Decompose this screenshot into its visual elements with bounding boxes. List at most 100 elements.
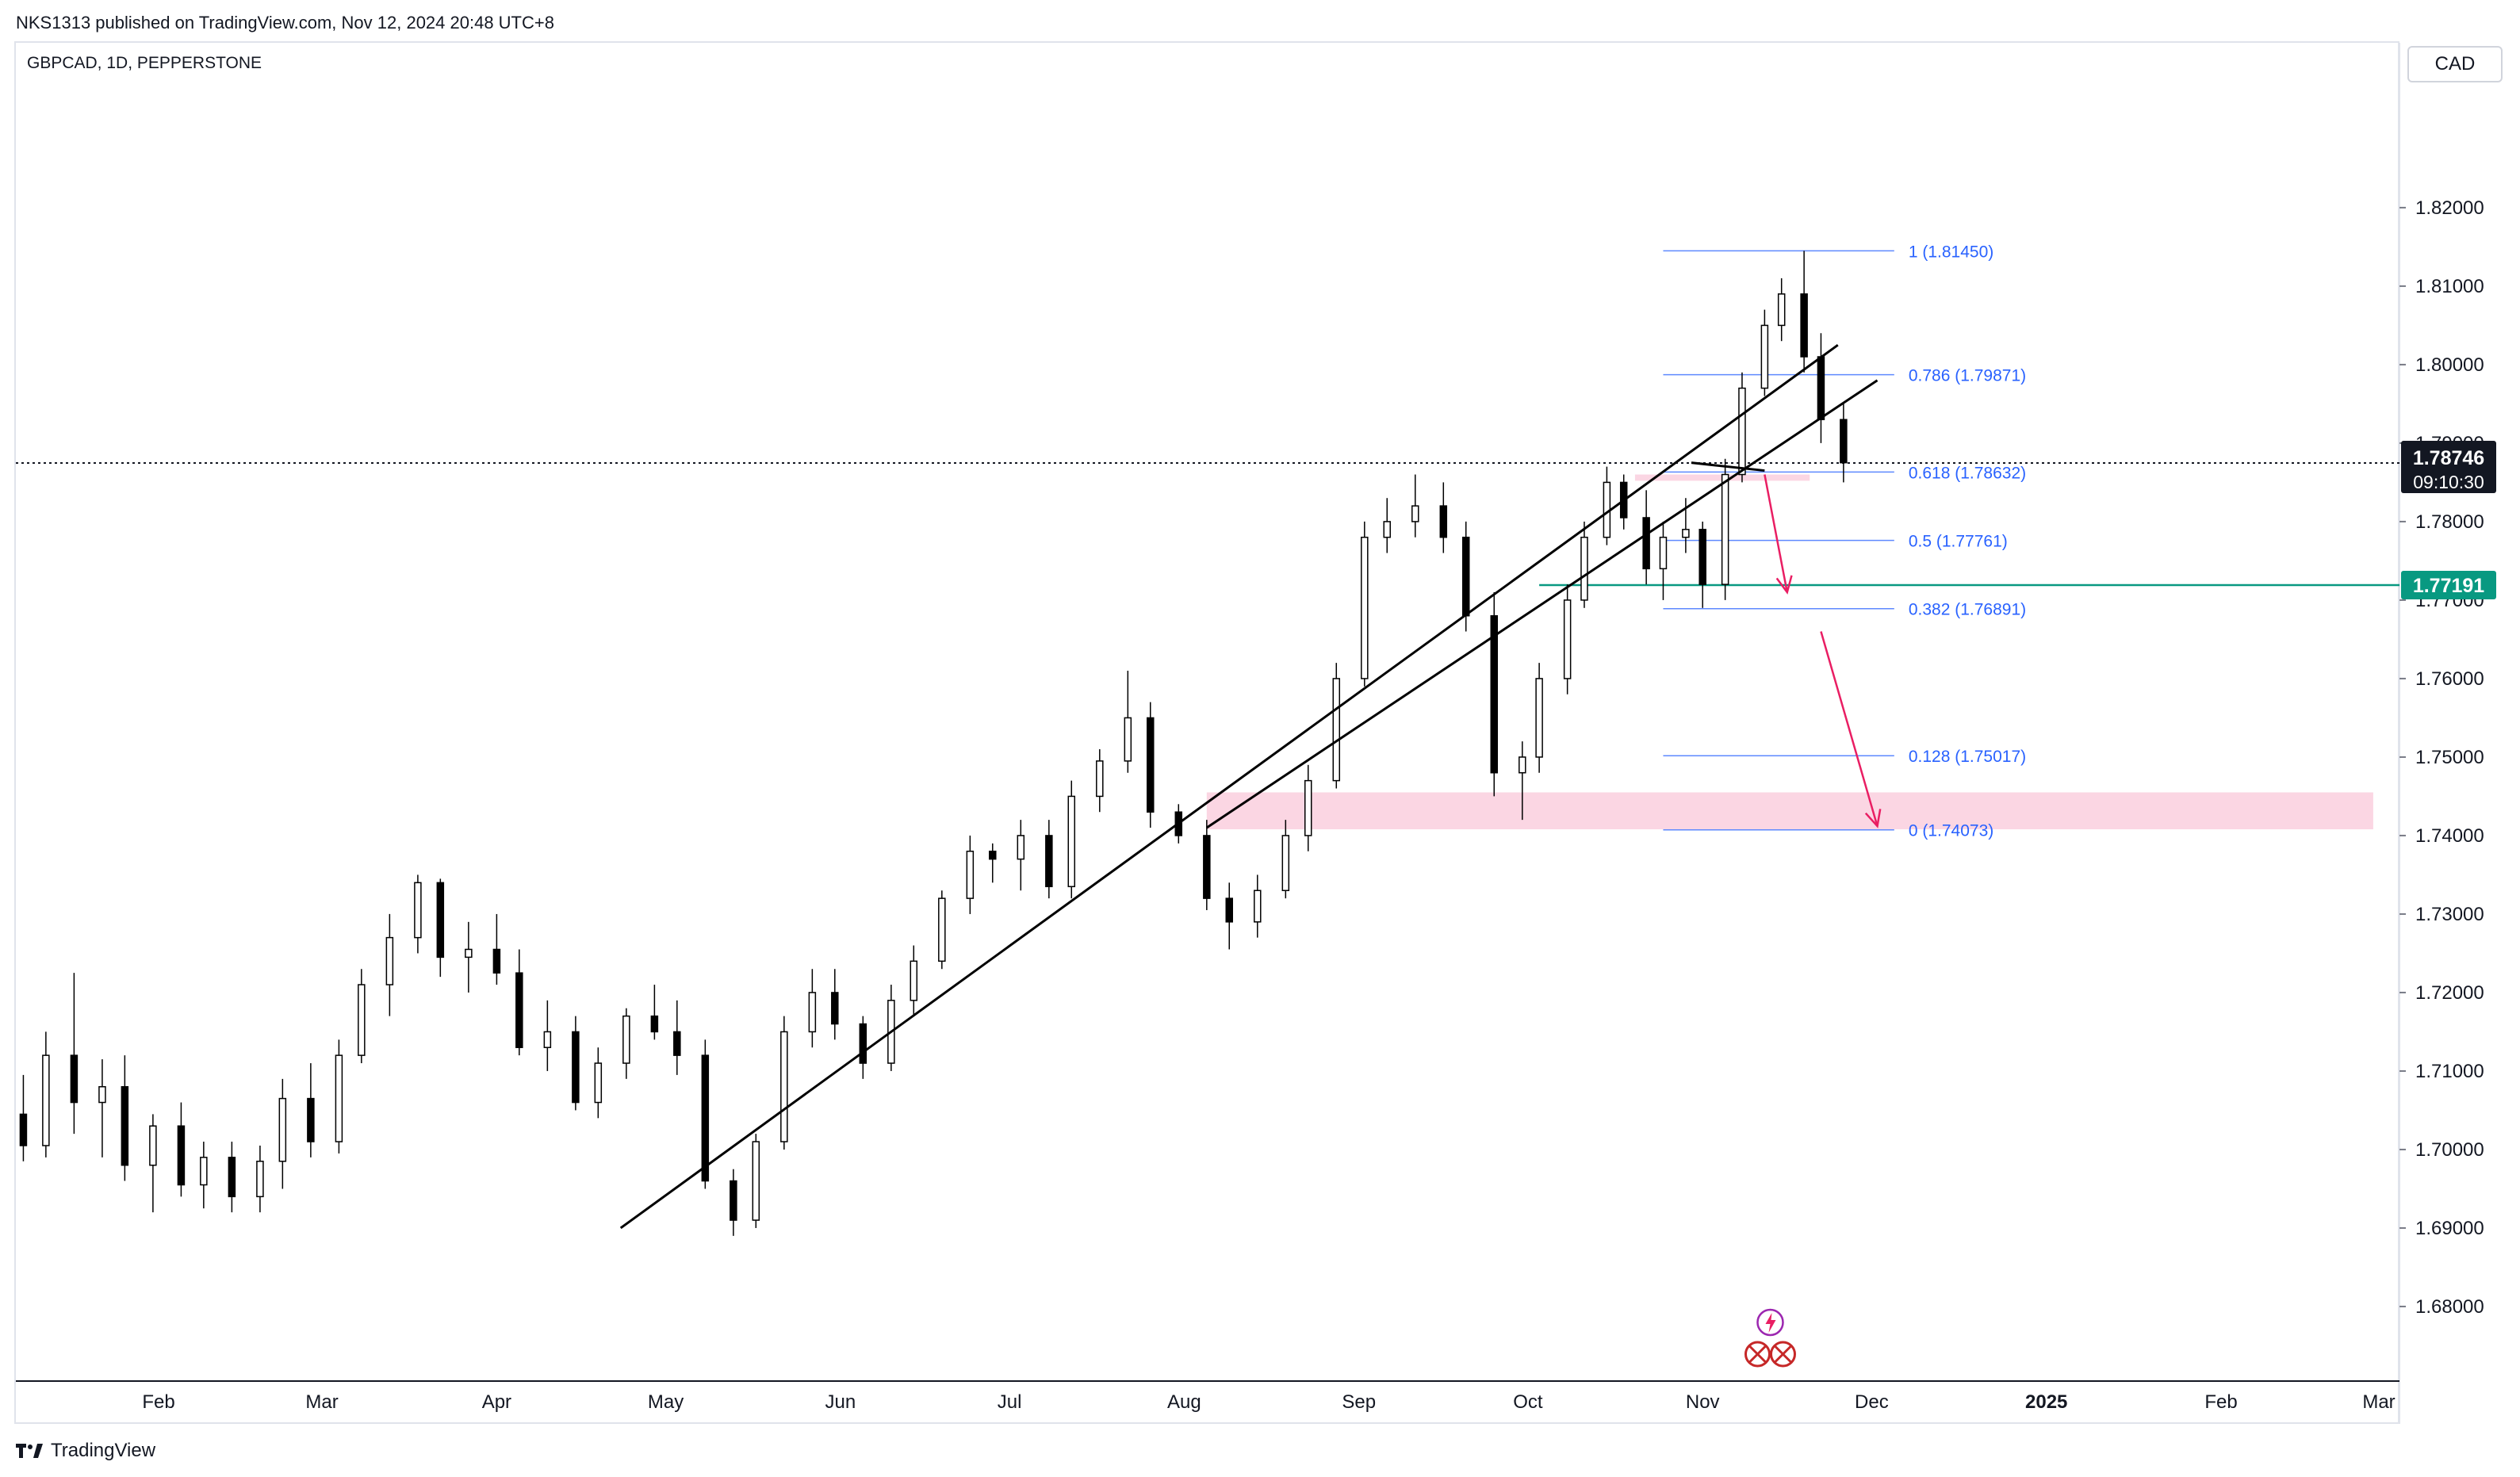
candle-body[interactable] — [177, 1125, 186, 1186]
candle-body[interactable] — [650, 1015, 659, 1033]
candle-body[interactable] — [938, 897, 946, 962]
candle-body[interactable] — [1225, 897, 1234, 923]
time-tick-label: Oct — [1513, 1391, 1543, 1413]
footer-brand: TradingView — [16, 1440, 155, 1462]
candle-body[interactable] — [1840, 419, 1848, 464]
candle-body[interactable] — [572, 1031, 580, 1104]
candle-body[interactable] — [1642, 517, 1650, 570]
candle-body[interactable] — [335, 1054, 343, 1142]
candle-body[interactable] — [780, 1031, 788, 1142]
time-tick-label: May — [648, 1391, 684, 1413]
candle-body[interactable] — [358, 984, 366, 1056]
candle-body[interactable] — [278, 1097, 287, 1162]
fib-level-label: 0.618 (1.78632) — [1909, 464, 2026, 482]
symbol-title: GBPCAD, 1D, PEPPERSTONE — [27, 54, 262, 72]
candle-body[interactable] — [200, 1157, 208, 1186]
candle-body[interactable] — [149, 1125, 157, 1166]
candle-body[interactable] — [1777, 293, 1786, 327]
candle-body[interactable] — [1203, 835, 1211, 899]
candle-body[interactable] — [730, 1180, 737, 1221]
candle-body[interactable] — [1017, 835, 1025, 860]
flag-cross-icon — [1748, 1345, 1767, 1364]
candle-body[interactable] — [1659, 536, 1668, 570]
current-price-tag — [2401, 441, 2496, 494]
candle-body[interactable] — [121, 1085, 129, 1166]
trendline[interactable] — [1691, 461, 1765, 473]
candle-body[interactable] — [70, 1054, 79, 1104]
candle-body[interactable] — [385, 936, 394, 985]
candle-body[interactable] — [228, 1157, 236, 1198]
candle-body[interactable] — [1281, 835, 1290, 891]
candle-body[interactable] — [1254, 890, 1262, 923]
price-tick-label: 1.74000 — [2415, 825, 2484, 847]
candle-body[interactable] — [492, 948, 501, 974]
candle-body[interactable] — [98, 1085, 106, 1104]
candle-body[interactable] — [859, 1023, 867, 1064]
candle-body[interactable] — [1361, 536, 1369, 679]
candle-body[interactable] — [1067, 795, 1076, 888]
price-tick-label: 1.68000 — [2415, 1296, 2484, 1318]
candle-body[interactable] — [515, 972, 523, 1048]
price-tick-label: 1.82000 — [2415, 197, 2484, 219]
candle-body[interactable] — [831, 992, 839, 1025]
candle-body[interactable] — [1721, 473, 1729, 585]
candle-body[interactable] — [1490, 614, 1499, 774]
time-tick-label: Jul — [998, 1391, 1022, 1413]
candle-body[interactable] — [1411, 505, 1419, 522]
candle-body[interactable] — [1800, 293, 1808, 358]
candle-body[interactable] — [307, 1097, 315, 1142]
trendline[interactable] — [1205, 379, 1879, 829]
lightning-icon — [1765, 1313, 1776, 1333]
candle-body[interactable] — [673, 1031, 681, 1056]
candle-body[interactable] — [543, 1031, 552, 1048]
candle-body[interactable] — [1563, 599, 1572, 679]
trendline[interactable] — [619, 343, 1839, 1230]
candle-body[interactable] — [1332, 678, 1341, 782]
candle-body[interactable] — [594, 1062, 603, 1104]
candle-body[interactable] — [1096, 760, 1104, 798]
candle-body[interactable] — [701, 1054, 710, 1182]
candle-body[interactable] — [256, 1161, 264, 1198]
candle-body[interactable] — [1461, 536, 1470, 617]
fib-level-label: 0 (1.74073) — [1909, 822, 1993, 840]
candle-body[interactable] — [1699, 529, 1706, 585]
candle-body[interactable] — [1682, 529, 1690, 538]
flag-cross-icon — [1774, 1345, 1792, 1364]
projection-arrow[interactable] — [1820, 631, 1879, 827]
candle-body[interactable] — [1383, 521, 1391, 538]
footer-brand-label: TradingView — [51, 1440, 156, 1461]
candle-body[interactable] — [1535, 678, 1543, 758]
candle-body[interactable] — [1439, 505, 1448, 538]
projection-arrow-head — [1775, 575, 1793, 595]
candle-body[interactable] — [989, 850, 997, 860]
candle-body[interactable] — [1045, 835, 1053, 888]
support-price-tag — [2401, 571, 2496, 600]
time-tick-label: Feb — [2204, 1391, 2237, 1413]
time-tick-label: Feb — [142, 1391, 174, 1413]
price-tick-label: 1.70000 — [2415, 1139, 2484, 1161]
candle-body[interactable] — [1738, 387, 1746, 476]
candle-body[interactable] — [1147, 717, 1155, 813]
demand-zone[interactable] — [1206, 792, 2373, 830]
projection-arrow[interactable] — [1764, 474, 1789, 593]
candle-body[interactable] — [1519, 756, 1526, 774]
candle-body[interactable] — [622, 1015, 630, 1064]
candle-body[interactable] — [752, 1141, 760, 1221]
candle-body[interactable] — [19, 1113, 28, 1146]
price-tick-label: 1.78000 — [2415, 511, 2484, 533]
candle-body[interactable] — [910, 960, 918, 1001]
candle-body[interactable] — [42, 1054, 50, 1146]
publisher-info: NKS1313 published on TradingView.com, No… — [16, 13, 554, 33]
candle-body[interactable] — [1760, 324, 1769, 389]
candle-body[interactable] — [1580, 536, 1588, 601]
candle-body[interactable] — [1304, 779, 1312, 836]
currency-selector[interactable]: CAD — [2407, 46, 2503, 82]
candle-body[interactable] — [966, 850, 975, 899]
candle-body[interactable] — [414, 882, 422, 939]
candle-body[interactable] — [465, 948, 473, 959]
candle-body[interactable] — [808, 992, 817, 1033]
candle-body[interactable] — [1124, 717, 1132, 762]
candle-body[interactable] — [1817, 356, 1825, 420]
candle-body[interactable] — [436, 882, 445, 959]
